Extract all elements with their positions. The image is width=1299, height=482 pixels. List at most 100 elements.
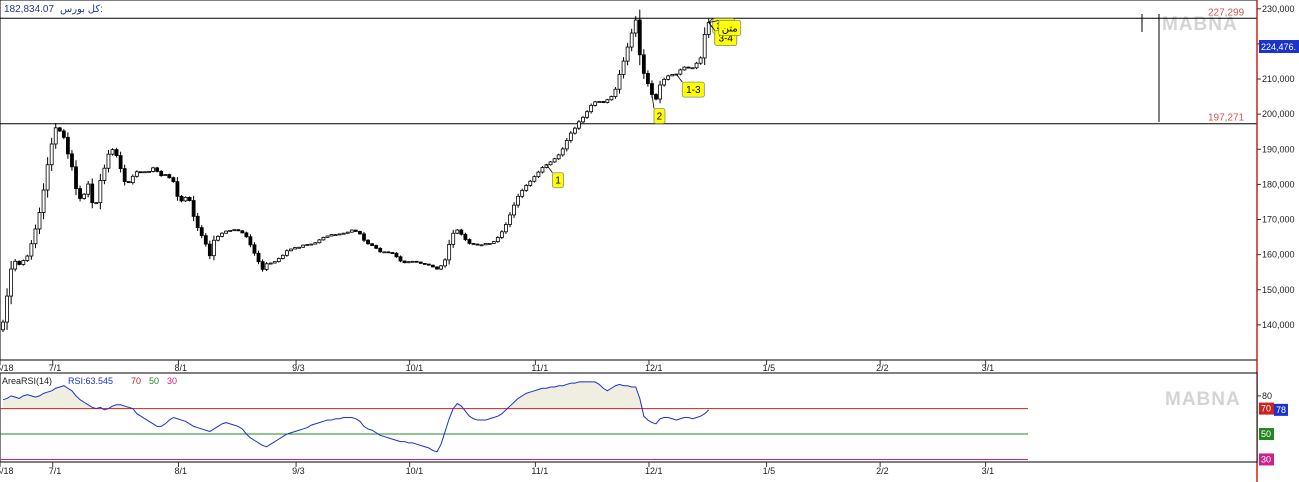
candle-body xyxy=(370,243,374,246)
x-tick-label-bottom: 8/1 xyxy=(174,466,187,476)
candle-body xyxy=(203,235,208,245)
candle-body xyxy=(435,266,439,270)
candle-body xyxy=(358,231,362,235)
candle-body xyxy=(646,73,650,84)
x-tick-label: 6/18 xyxy=(0,363,14,373)
candle-body xyxy=(37,212,42,230)
callout-box xyxy=(681,81,705,98)
candle-body xyxy=(102,167,107,181)
candle-body xyxy=(25,255,30,262)
candle-body xyxy=(353,229,358,232)
candle-body xyxy=(443,259,448,267)
candle-body xyxy=(552,158,557,163)
candle-body xyxy=(70,153,74,168)
y-tick-label: 180,000 xyxy=(1262,179,1295,189)
candle-body xyxy=(345,231,350,234)
candle-body xyxy=(678,69,683,75)
x-tick-label-bottom: 9/3 xyxy=(292,466,305,476)
candle-body xyxy=(633,19,638,34)
candle-body xyxy=(167,174,172,179)
rsi-level-badge xyxy=(1259,402,1274,415)
rsi-y-axis: 80 70 50 30 78 xyxy=(1257,391,1288,466)
candle-body xyxy=(183,196,188,202)
candle-body xyxy=(106,153,111,169)
last-price-label: 224,476. xyxy=(1261,42,1296,52)
watermark-price: MABNA xyxy=(1162,14,1238,35)
candle-body xyxy=(13,260,18,270)
candle-body xyxy=(224,230,228,234)
y-tick-label: 160,000 xyxy=(1262,250,1295,260)
rsi-series xyxy=(0,381,1028,460)
candle-body xyxy=(516,195,521,206)
candle-body xyxy=(74,166,78,190)
candle-body xyxy=(613,88,618,97)
rsi-title: AreaRSI(14) xyxy=(2,376,52,386)
callout-pointer xyxy=(708,20,719,23)
candle-body xyxy=(325,235,330,238)
total-index-label: کل بورس: xyxy=(60,4,103,15)
candle-body xyxy=(151,167,155,172)
candle-body xyxy=(491,241,496,244)
candle-body xyxy=(402,260,407,264)
candle-body xyxy=(662,78,667,86)
x-tick-label-bottom: 1/5 xyxy=(763,466,776,476)
candle-body xyxy=(560,148,565,156)
rsi-tick-label: 80 xyxy=(1262,391,1272,401)
rsi-current-badge xyxy=(1274,403,1288,416)
candle-body xyxy=(1,321,5,331)
candle-body xyxy=(98,180,103,204)
candle-body xyxy=(293,247,297,250)
candle-body xyxy=(641,54,646,74)
x-tick-label: 12/1 xyxy=(645,363,663,373)
candle-body xyxy=(471,242,476,245)
candle-body xyxy=(216,235,220,241)
candle-body xyxy=(260,261,265,270)
x-tick-label: 2/2 xyxy=(876,363,889,373)
callout-box xyxy=(718,20,742,36)
candle-body xyxy=(90,183,95,204)
x-tick-label-bottom: 2/2 xyxy=(876,466,889,476)
candle-body xyxy=(17,260,22,265)
candle-body xyxy=(65,136,70,155)
x-tick-label-bottom: 12/1 xyxy=(645,466,663,476)
y-tick-label: 210,000 xyxy=(1262,74,1295,84)
candle-body xyxy=(33,228,38,245)
candle-body xyxy=(682,66,687,71)
candle-body xyxy=(82,193,87,199)
candle-body xyxy=(508,214,512,225)
candle-body xyxy=(378,247,383,253)
candle-body xyxy=(118,155,123,169)
candle-body xyxy=(163,174,168,177)
rsi-current-badge-label: 78 xyxy=(1276,405,1286,415)
candle-body xyxy=(593,101,598,106)
x-tick-label-bottom: 6/18 xyxy=(0,466,14,476)
candle-body xyxy=(297,246,301,249)
candle-body xyxy=(686,66,691,69)
callout-pointer xyxy=(675,73,683,83)
candle-body xyxy=(504,224,508,233)
candle-body xyxy=(581,116,585,123)
candle-body xyxy=(585,111,589,118)
candle-body xyxy=(556,154,561,160)
candle-body xyxy=(110,149,115,155)
candle-body xyxy=(382,251,387,254)
candle-body xyxy=(690,67,695,70)
x-tick-label: 7/1 xyxy=(49,363,62,373)
candle-body xyxy=(451,232,456,245)
candle-body xyxy=(398,256,403,262)
candle-body xyxy=(114,149,119,156)
callout-pointer xyxy=(546,164,553,173)
x-tick-label: 3/1 xyxy=(982,363,995,373)
rsi-level-70-label: 70 xyxy=(131,376,141,386)
candle-body xyxy=(572,127,577,134)
candle-body xyxy=(195,215,200,228)
candle-body xyxy=(512,204,516,216)
rsi-level-30-label: 30 xyxy=(167,376,177,386)
candle-body xyxy=(191,200,196,217)
candle-body xyxy=(159,170,164,177)
candle-body xyxy=(86,183,91,195)
candle-body xyxy=(601,101,606,103)
x-tick-label: 1/5 xyxy=(763,363,776,373)
